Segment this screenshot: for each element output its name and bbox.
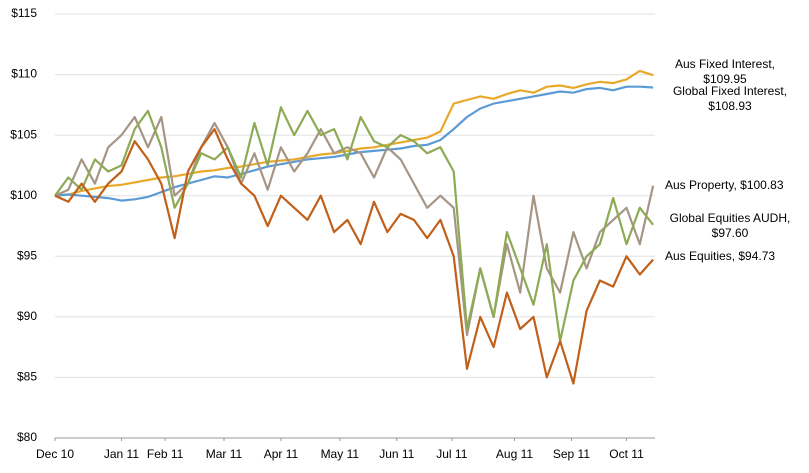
y-tick-label: $105: [10, 127, 37, 141]
series-label: Global Fixed Interest,: [673, 84, 787, 98]
series-label: $109.95: [703, 72, 747, 86]
x-tick-label: Sep 11: [553, 447, 590, 461]
series-line: [54, 85, 654, 202]
x-tick-label: Jul 11: [436, 447, 467, 461]
series-label: Aus Fixed Interest,: [675, 57, 775, 71]
y-tick-label: $85: [17, 370, 37, 384]
series-label: $97.60: [712, 226, 749, 240]
x-tick-label: Feb 11: [147, 447, 184, 461]
x-tick-label: Dec 10: [36, 447, 74, 461]
y-tick-label: $100: [10, 188, 37, 202]
series-label: Aus Property, $100.83: [665, 178, 784, 192]
x-tick-label: Jan 11: [104, 447, 139, 461]
y-tick-label: $110: [11, 67, 37, 81]
series-label: Aus Equities, $94.73: [665, 249, 775, 263]
series-line: [54, 128, 654, 385]
y-tick-label: $80: [17, 430, 37, 444]
y-tick-label: $115: [11, 6, 37, 20]
x-tick-label: Mar 11: [206, 447, 243, 461]
x-tick-label: Aug 11: [496, 447, 533, 461]
series-line: [54, 115, 655, 337]
series-label: Global Equities AUDH,: [670, 211, 791, 225]
x-tick-label: Apr 11: [264, 447, 299, 461]
series-line: [54, 69, 654, 197]
x-tick-label: Jun 11: [379, 447, 414, 461]
x-tick-label: May 11: [321, 447, 360, 461]
y-tick-label: $90: [17, 309, 37, 323]
y-tick-label: $95: [17, 248, 37, 262]
series-label: $108.93: [708, 99, 752, 113]
x-tick-label: Oct 11: [609, 447, 644, 461]
series-line: [54, 106, 654, 343]
